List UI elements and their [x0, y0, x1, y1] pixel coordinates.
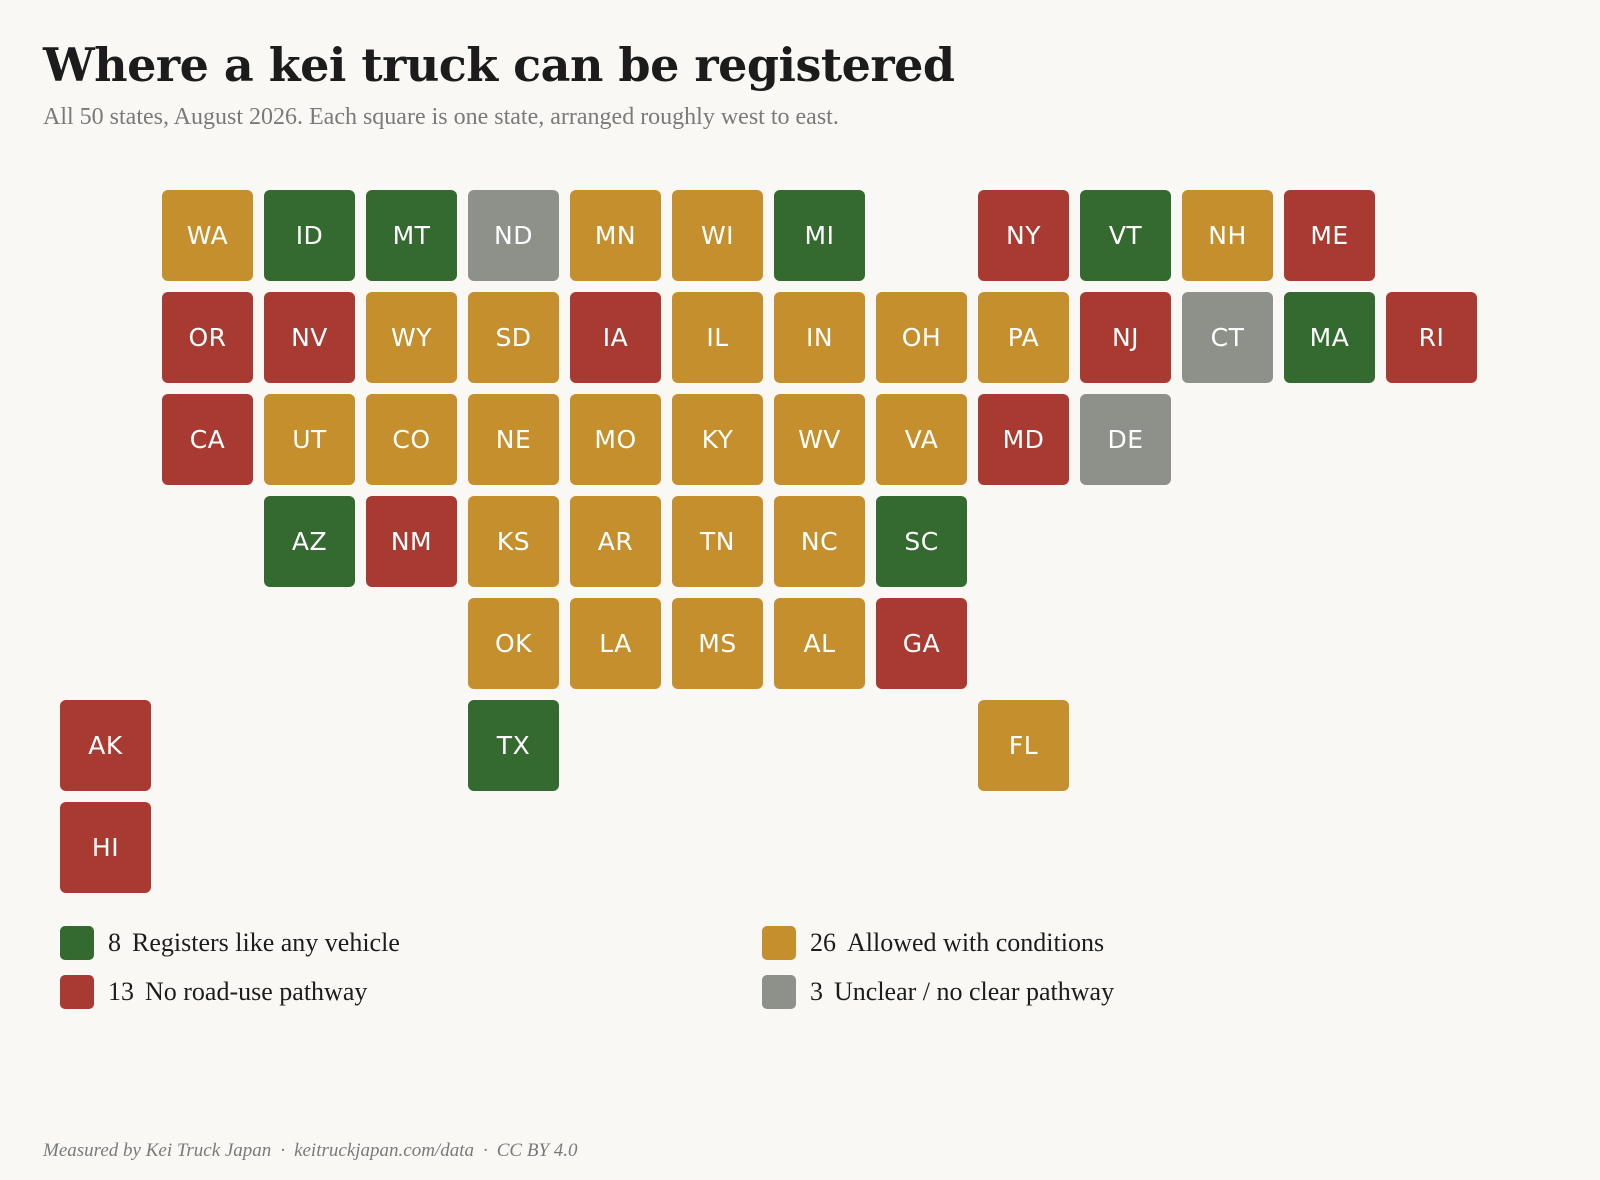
legend-label-none: No road-use pathway [145, 977, 368, 1006]
footer-separator: · [280, 1140, 286, 1161]
footer-source: Measured by Kei Truck Japan [43, 1140, 272, 1161]
state-tile-al: AL [774, 598, 865, 689]
state-tile-de: DE [1080, 394, 1171, 485]
state-tile-nd: ND [468, 190, 559, 281]
state-tile-ok: OK [468, 598, 559, 689]
page-subtitle: All 50 states, August 2026. Each square … [43, 104, 839, 130]
state-tile-la: LA [570, 598, 661, 689]
legend-count-unclear: 3 [810, 977, 823, 1006]
state-tile-wv: WV [774, 394, 865, 485]
state-tile-ga: GA [876, 598, 967, 689]
state-tile-wy: WY [366, 292, 457, 383]
state-tile-sc: SC [876, 496, 967, 587]
state-tile-nc: NC [774, 496, 865, 587]
state-tile-ri: RI [1386, 292, 1477, 383]
legend-swatch-unclear [762, 975, 796, 1009]
state-tile-co: CO [366, 394, 457, 485]
state-tile-ne: NE [468, 394, 559, 485]
legend-item-registers: 8 Registers like any vehicle [60, 926, 400, 960]
legend-count-registers: 8 [108, 928, 121, 957]
state-tile-oh: OH [876, 292, 967, 383]
state-tile-ms: MS [672, 598, 763, 689]
state-tile-ca: CA [162, 394, 253, 485]
state-tile-ia: IA [570, 292, 661, 383]
state-tile-wi: WI [672, 190, 763, 281]
state-tile-mo: MO [570, 394, 661, 485]
legend-swatch-registers [60, 926, 94, 960]
state-tile-ar: AR [570, 496, 661, 587]
legend-item-unclear: 3 Unclear / no clear pathway [762, 975, 1114, 1009]
state-tile-pa: PA [978, 292, 1069, 383]
state-tile-nj: NJ [1080, 292, 1171, 383]
state-tile-nm: NM [366, 496, 457, 587]
state-tile-in: IN [774, 292, 865, 383]
state-tile-sd: SD [468, 292, 559, 383]
state-tile-or: OR [162, 292, 253, 383]
state-tile-mn: MN [570, 190, 661, 281]
state-tile-fl: FL [978, 700, 1069, 791]
footer-credit: Measured by Kei Truck Japan · keitruckjapa… [43, 1140, 578, 1162]
state-tile-wa: WA [162, 190, 253, 281]
state-tile-mt: MT [366, 190, 457, 281]
footer-url[interactable]: keitruckjapan.com/data [294, 1140, 474, 1161]
state-tile-md: MD [978, 394, 1069, 485]
legend-count-none: 13 [108, 977, 134, 1006]
legend-swatch-none [60, 975, 94, 1009]
state-tile-me: ME [1284, 190, 1375, 281]
page-title: Where a kei truck can be registered [43, 38, 955, 92]
state-tile-vt: VT [1080, 190, 1171, 281]
state-tile-ct: CT [1182, 292, 1273, 383]
state-tile-tx: TX [468, 700, 559, 791]
state-tile-ma: MA [1284, 292, 1375, 383]
state-tile-ks: KS [468, 496, 559, 587]
state-tile-ak: AK [60, 700, 151, 791]
legend-item-none: 13 No road-use pathway [60, 975, 367, 1009]
state-tile-mi: MI [774, 190, 865, 281]
legend-item-conditions: 26 Allowed with conditions [762, 926, 1104, 960]
state-tile-ky: KY [672, 394, 763, 485]
legend-label-conditions: Allowed with conditions [847, 928, 1105, 957]
state-tile-tn: TN [672, 496, 763, 587]
legend-label-unclear: Unclear / no clear pathway [834, 977, 1115, 1006]
footer-separator: · [483, 1140, 488, 1161]
state-tile-nv: NV [264, 292, 355, 383]
legend-swatch-conditions [762, 926, 796, 960]
state-tile-ny: NY [978, 190, 1069, 281]
state-tile-va: VA [876, 394, 967, 485]
state-tile-ut: UT [264, 394, 355, 485]
legend-count-conditions: 26 [810, 928, 836, 957]
state-tile-id: ID [264, 190, 355, 281]
state-tile-hi: HI [60, 802, 151, 893]
footer-license: CC BY 4.0 [496, 1140, 578, 1161]
state-tile-il: IL [672, 292, 763, 383]
state-tile-nh: NH [1182, 190, 1273, 281]
legend-label-registers: Registers like any vehicle [132, 928, 400, 957]
state-tile-az: AZ [264, 496, 355, 587]
